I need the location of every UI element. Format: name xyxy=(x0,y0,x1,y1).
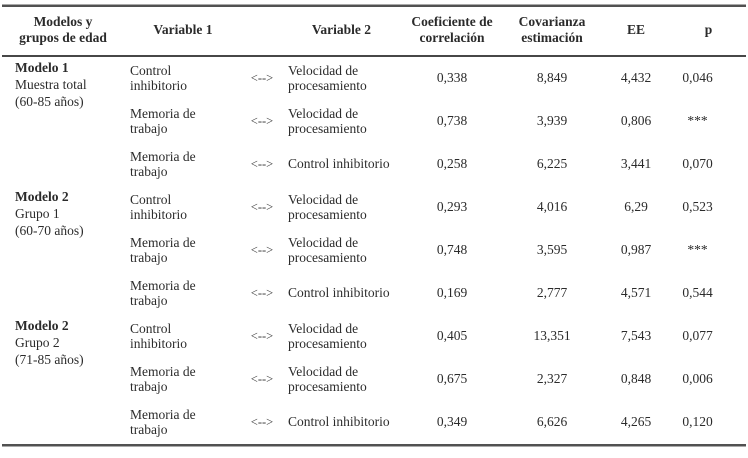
model-title: Modelo 1 xyxy=(15,59,69,75)
standard-error-cell: 0,848 xyxy=(620,371,652,387)
variable1-cell: Memoria de trabajo xyxy=(130,148,196,180)
covariance-estimate-cell: 3,595 xyxy=(536,242,568,258)
p-value-cell: 0,120 xyxy=(682,414,713,430)
double-arrow-icon: <--> xyxy=(250,71,274,86)
table-row: Memoria de trabajo <--> Control inhibitori… xyxy=(2,143,746,186)
correlation-coefficient-cell: 0,675 xyxy=(436,371,468,387)
double-arrow-icon: <--> xyxy=(250,200,274,215)
col-header-cov: Covarianza estimación xyxy=(503,7,601,57)
covariance-estimate-cell: 4,016 xyxy=(536,199,568,215)
p-value-cell: *** xyxy=(687,113,708,129)
col-header-model: Modelos y grupos de edad xyxy=(2,7,124,57)
p-value-cell: *** xyxy=(687,242,708,258)
covariance-estimate-cell: 13,351 xyxy=(533,328,571,344)
col-header-coef: Coeficiente de correlación xyxy=(401,7,503,57)
model-cell: Modelo 2 Grupo 1 (60-70 años) xyxy=(2,186,124,315)
correlation-table: Modelos y grupos de edad Variable 1 Variab… xyxy=(2,7,746,444)
correlation-coefficient-cell: 0,258 xyxy=(436,156,468,172)
col-header-arrow xyxy=(242,7,282,57)
variable2-cell: Control inhibitorio xyxy=(288,414,390,430)
col-header-ee: EE xyxy=(601,7,671,57)
correlation-coefficient-cell: 0,349 xyxy=(436,414,468,430)
header-row: Modelos y grupos de edad Variable 1 Variab… xyxy=(2,7,746,57)
paper-page: Modelos y grupos de edad Variable 1 Variab… xyxy=(2,4,746,447)
p-value-cell: 0,046 xyxy=(682,70,713,86)
correlation-coefficient-cell: 0,748 xyxy=(436,242,468,258)
table-top-rule-dark xyxy=(2,5,746,7)
variable1-cell: Control inhibitorio xyxy=(130,62,187,94)
covariance-estimate-cell: 6,225 xyxy=(536,156,568,172)
model-title: Modelo 2 xyxy=(15,317,69,333)
correlation-coefficient-cell: 0,169 xyxy=(436,285,468,301)
model-subtitle: (71-85 años) xyxy=(15,351,84,367)
standard-error-cell: 6,29 xyxy=(624,199,648,215)
table-bottom-rule-light xyxy=(2,445,746,447)
covariance-estimate-cell: 6,626 xyxy=(536,414,568,430)
variable2-cell: Control inhibitorio xyxy=(288,156,390,172)
variable2-cell: Control inhibitorio xyxy=(288,285,390,301)
model-title: Modelo 2 xyxy=(15,188,69,204)
variable1-cell: Memoria de trabajo xyxy=(130,406,196,438)
covariance-estimate-cell: 2,777 xyxy=(536,285,568,301)
p-value-cell: 0,006 xyxy=(682,371,713,387)
col-header-p: p xyxy=(671,7,746,57)
standard-error-cell: 3,441 xyxy=(620,156,652,172)
variable2-cell: Velocidad de procesamiento xyxy=(288,105,367,137)
variable1-cell: Memoria de trabajo xyxy=(130,363,196,395)
table-row: Memoria de trabajo <--> Control inhibitori… xyxy=(2,272,746,315)
correlation-coefficient-cell: 0,338 xyxy=(436,70,468,86)
table-row: Modelo 1 Muestra total (60-85 años) Control… xyxy=(2,56,746,109)
table-row: Memoria de trabajo <--> Velocidad de proce… xyxy=(2,100,746,143)
table-row: Memoria de trabajo <--> Control inhibitori… xyxy=(2,401,746,444)
variable2-cell: Velocidad de procesamiento xyxy=(288,191,367,223)
double-arrow-icon: <--> xyxy=(250,415,274,430)
variable1-cell: Memoria de trabajo xyxy=(130,105,196,137)
variable2-cell: Velocidad de procesamiento xyxy=(288,320,367,352)
p-value-cell: 0,523 xyxy=(682,199,713,215)
table-bottom-rule-dark xyxy=(2,443,746,446)
table-row: Memoria de trabajo <--> Velocidad de proce… xyxy=(2,358,746,401)
model-cell: Modelo 1 Muestra total (60-85 años) xyxy=(2,56,124,186)
standard-error-cell: 0,806 xyxy=(620,113,652,129)
double-arrow-icon: <--> xyxy=(250,329,274,344)
variable2-cell: Velocidad de procesamiento xyxy=(288,234,367,266)
model-subtitle: Grupo 1 xyxy=(15,205,60,221)
variable2-cell: Velocidad de procesamiento xyxy=(288,62,367,94)
standard-error-cell: 7,543 xyxy=(620,328,652,344)
table-row: Modelo 2 Grupo 2 (71-85 años) Control inhib… xyxy=(2,315,746,367)
model-subtitle: Muestra total xyxy=(15,76,87,92)
col-header-var1: Variable 1 xyxy=(124,7,242,57)
correlation-coefficient-cell: 0,738 xyxy=(436,113,468,129)
variable1-cell: Control inhibitorio xyxy=(130,320,187,352)
covariance-estimate-cell: 3,939 xyxy=(536,113,568,129)
standard-error-cell: 4,571 xyxy=(620,285,652,301)
variable1-cell: Memoria de trabajo xyxy=(130,277,196,309)
p-value-cell: 0,070 xyxy=(682,156,713,172)
col-header-var2: Variable 2 xyxy=(282,7,401,57)
p-value-cell: 0,544 xyxy=(682,285,713,301)
variable1-cell: Memoria de trabajo xyxy=(130,234,196,266)
p-value-cell: 0,077 xyxy=(682,328,713,344)
double-arrow-icon: <--> xyxy=(250,157,274,172)
correlation-coefficient-cell: 0,405 xyxy=(436,328,468,344)
table-row: Memoria de trabajo <--> Velocidad de proce… xyxy=(2,229,746,272)
table-row: Modelo 2 Grupo 1 (60-70 años) Control inhib… xyxy=(2,186,746,238)
covariance-estimate-cell: 2,327 xyxy=(536,371,568,387)
standard-error-cell: 0,987 xyxy=(620,242,652,258)
table-top-rule-light xyxy=(2,4,746,5)
double-arrow-icon: <--> xyxy=(250,114,274,129)
model-subtitle: Grupo 2 xyxy=(15,334,60,350)
double-arrow-icon: <--> xyxy=(250,243,274,258)
model-cell: Modelo 2 Grupo 2 (71-85 años) xyxy=(2,315,124,444)
covariance-estimate-cell: 8,849 xyxy=(536,70,568,86)
double-arrow-icon: <--> xyxy=(250,372,274,387)
model-subtitle: (60-85 años) xyxy=(15,93,84,109)
model-subtitle: (60-70 años) xyxy=(15,222,84,238)
variable2-cell: Velocidad de procesamiento xyxy=(288,363,367,395)
correlation-coefficient-cell: 0,293 xyxy=(436,199,468,215)
standard-error-cell: 4,265 xyxy=(620,414,652,430)
variable1-cell: Control inhibitorio xyxy=(130,191,187,223)
standard-error-cell: 4,432 xyxy=(620,70,652,86)
double-arrow-icon: <--> xyxy=(250,286,274,301)
